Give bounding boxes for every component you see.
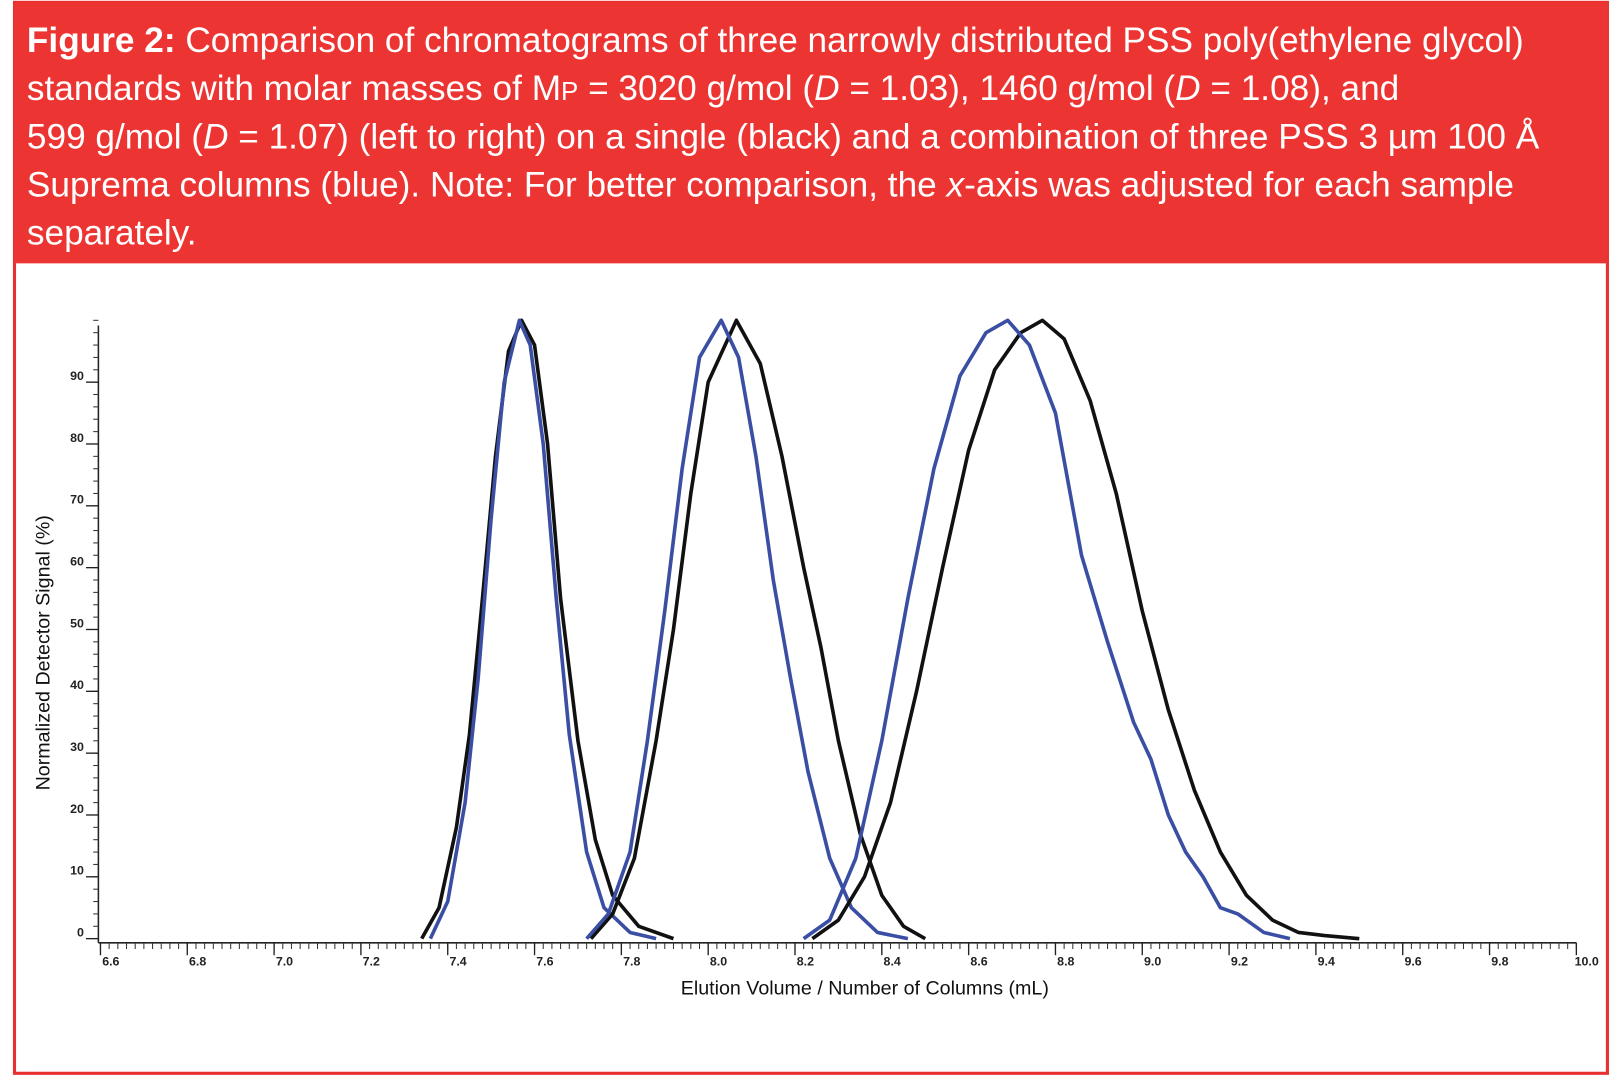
series-line xyxy=(802,318,1291,941)
caption-text: -axis was adjusted for each sample xyxy=(964,166,1514,205)
series-line xyxy=(811,318,1360,941)
caption-text: = 3020 g/mol ( xyxy=(578,69,814,108)
caption-text: standards with molar masses of M xyxy=(27,69,561,108)
x-tick-label: 10.0 xyxy=(1575,955,1599,969)
caption-text: 599 g/mol ( xyxy=(27,117,203,156)
caption-text: D xyxy=(814,69,839,108)
caption-text: = 1.03), 1460 g/mol ( xyxy=(840,69,1176,108)
x-tick-label: 7.0 xyxy=(276,955,293,969)
caption-text: = 1.08), and xyxy=(1201,69,1400,108)
caption-text: P xyxy=(561,78,578,106)
y-tick-label: 10 xyxy=(70,864,84,878)
caption-text: x xyxy=(945,166,966,205)
x-axis-label: Elution Volume / Number of Columns (mL) xyxy=(681,978,1049,1000)
y-axis-label: Normalized Detector Signal (%) xyxy=(33,515,55,790)
x-tick-label: 8.4 xyxy=(884,955,901,969)
caption-line: Figure 2: Comparison of chromatograms of… xyxy=(27,21,1524,60)
x-tick-label: 7.6 xyxy=(536,955,553,969)
y-tick-label: 30 xyxy=(70,740,84,754)
series-line xyxy=(589,318,927,941)
y-tick-label: 40 xyxy=(70,678,84,692)
x-tick-label: 9.8 xyxy=(1491,955,1508,969)
caption-text: = 1.07) (left to right) on a single (bla… xyxy=(228,117,1539,156)
x-tick-label: 9.6 xyxy=(1404,955,1421,969)
x-tick-label: 8.6 xyxy=(970,955,987,969)
series-line xyxy=(420,318,675,941)
caption: Figure 2: Comparison of chromatograms of… xyxy=(27,21,1540,253)
series-line xyxy=(585,318,909,941)
caption-line: Suprema columns (blue). Note: For better… xyxy=(27,166,1514,205)
caption-text: D xyxy=(1175,69,1200,108)
x-tick-label: 8.2 xyxy=(797,955,814,969)
caption-line: standards with molar masses of MP = 3020… xyxy=(27,69,1399,108)
x-tick-label: 7.2 xyxy=(363,955,380,969)
y-tick-label: 70 xyxy=(70,493,84,507)
caption-text: D xyxy=(203,117,228,156)
x-tick-label: 6.8 xyxy=(189,955,206,969)
plot: 6.6 6.8 7.0 7.2 7.4 7.6 7.8 8.0 8.2 8.4 8.6 8.8 9.0 9… xyxy=(33,318,1599,1000)
y-tick-label: 50 xyxy=(70,616,84,630)
x-tick-label: 6.6 xyxy=(102,955,119,969)
y-tick-label: 0 xyxy=(77,926,84,940)
x-tick-label: 8.0 xyxy=(710,955,727,969)
x-tick-label: 7.4 xyxy=(449,955,466,969)
caption-box xyxy=(14,2,1608,264)
caption-line: 599 g/mol (D = 1.07) (left to right) on … xyxy=(27,117,1540,156)
caption-text: Figure 2: xyxy=(27,21,176,60)
y-tick-label: 20 xyxy=(70,802,84,816)
caption-text: separately. xyxy=(27,214,197,253)
y-tick-label: 80 xyxy=(70,431,84,445)
x-tick-label: 9.0 xyxy=(1144,955,1161,969)
caption-line: separately. xyxy=(27,214,197,253)
x-tick-label: 9.2 xyxy=(1231,955,1248,969)
y-tick-label: 90 xyxy=(70,369,84,383)
x-tick-label: 8.8 xyxy=(1057,955,1074,969)
y-tick-label: 60 xyxy=(70,555,84,569)
series-line xyxy=(428,318,657,941)
caption-text: Suprema columns (blue). Note: For better… xyxy=(27,166,947,205)
x-tick-label: 7.8 xyxy=(623,955,640,969)
x-tick-label: 9.4 xyxy=(1318,955,1335,969)
caption-text: Comparison of chromatograms of three nar… xyxy=(176,21,1524,60)
